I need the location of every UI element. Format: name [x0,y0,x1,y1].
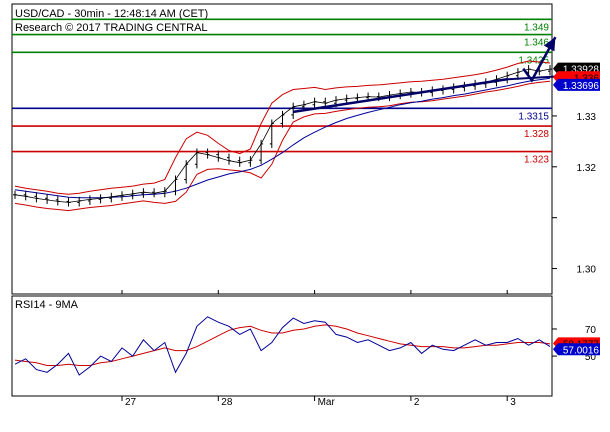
xtick-label-0: 27 [125,397,137,408]
price-panel-frame [11,3,553,295]
price-badge-label-1: 1.336 [574,73,599,84]
y-axis-ticks: 1.30 1.32 1.33 50 70 [552,112,596,363]
level-label-1: 1.346 [524,38,549,49]
rsi-ytick-label-1: 70 [585,325,597,336]
rsi-ma-line [14,324,551,366]
price-bar-50 [548,65,552,76]
xtick-label-1: 28 [221,397,233,408]
chart-header-title: USD/CAD - 30min - 12:48:14 AM (CET) [15,8,208,20]
xtick-label-4: 3 [510,397,516,408]
trendline [293,78,508,114]
price-ytick-label-0: 1.30 [577,265,597,276]
rsi-line [14,316,551,376]
xtick-label-3: 2 [414,397,420,408]
rsi-badge-label-1: 57.0016 [563,345,600,356]
price-badge-bg-2 [553,78,600,91]
rsi-lines [14,316,551,376]
level-label-0: 1.349 [524,22,549,33]
level-label-2: 1.3425 [518,55,549,66]
rsi-badge-bg-1 [553,343,600,356]
rsi-ytick-label-0: 50 [585,352,597,363]
level-label-4: 1.328 [524,129,549,140]
price-ytick-label-2: 1.32 [577,163,597,174]
rsi-badge-1: 57.0016 [553,343,600,356]
level-label-3: 1.3315 [518,111,549,122]
bollinger-lower-line [14,80,551,212]
chart-header-copyright: Research © 2017 TRADING CENTRAL [15,22,208,34]
price-ytick-label-3: 1.33 [577,112,597,123]
level-label-5: 1.323 [524,155,549,166]
trend-annotations [293,36,561,114]
forecast-arrow-head [543,37,556,52]
forecast-arrow-path [522,36,557,83]
bollinger-bands [14,60,551,212]
price-badge-label-0: 1.33928 [563,65,600,76]
price-badge-label-2: 1.33696 [563,81,600,92]
rsi-panel-frame [11,295,553,397]
support-resistance-levels: 1.349 1.346 1.3425 1.3315 1.328 1.323 [12,18,552,166]
price-badge-2: 1.33696 [553,78,600,92]
xtick-label-2: Mar [318,397,336,408]
x-axis-ticks: 27 28 Mar 2 3 [121,290,516,408]
rsi-panel-title: RSI14 - 9MA [15,299,79,311]
bollinger-upper-line [14,60,551,195]
